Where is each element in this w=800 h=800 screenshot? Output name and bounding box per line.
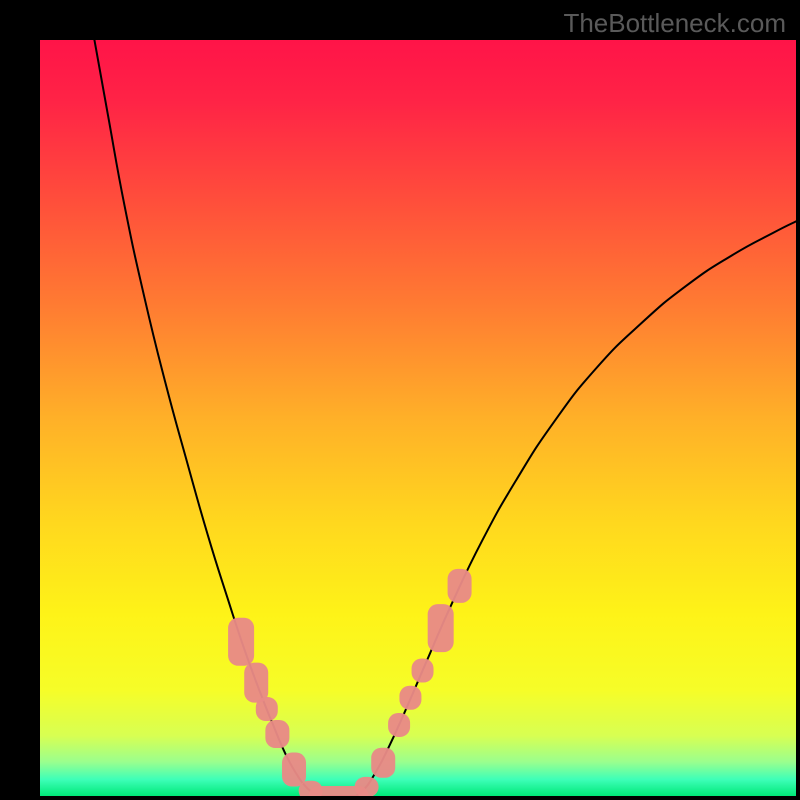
plot-area [40,40,796,796]
watermark-text: TheBottleneck.com [563,8,786,39]
data-marker [256,697,278,721]
data-marker [388,713,410,737]
data-marker [244,663,268,703]
data-marker [371,748,395,778]
data-marker [412,659,434,683]
data-marker [399,686,421,710]
data-marker [448,569,472,603]
data-marker [428,604,454,652]
plot-svg [40,40,796,796]
data-marker [355,777,379,796]
chart-stage: TheBottleneck.com [0,0,800,800]
data-marker [228,618,254,666]
data-marker [282,753,306,787]
data-marker [265,720,289,748]
